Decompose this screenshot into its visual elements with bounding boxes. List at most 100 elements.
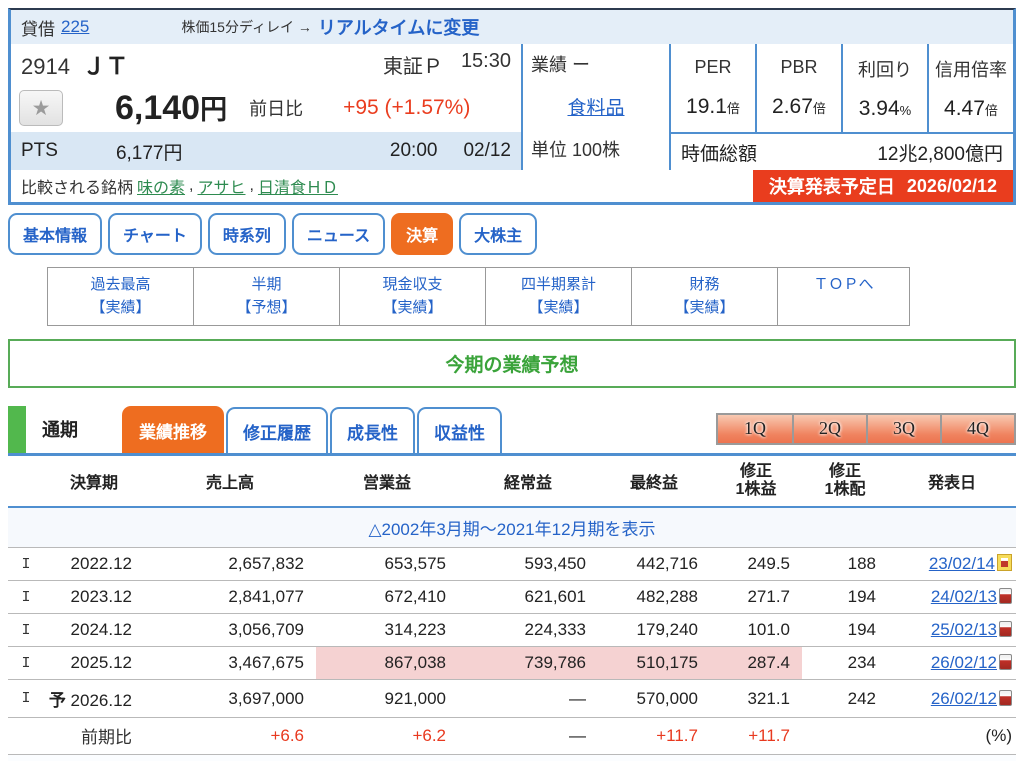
tab-performance-trend[interactable]: 業績推移: [122, 405, 224, 453]
dps-value: 242: [847, 688, 876, 708]
compare-link-1[interactable]: 味の素: [137, 180, 186, 197]
announce-date-link[interactable]: 26/02/12: [930, 688, 997, 708]
tab-revision-history[interactable]: 修正履歴: [226, 406, 328, 453]
market-and-time: 東証Ｐ 15:30: [383, 50, 511, 79]
eps-value: 287.4: [710, 646, 802, 680]
accounting-standard-marker: I: [21, 621, 31, 639]
sales-value: 3,467,675: [228, 653, 304, 673]
fiscal-period: 2024.12: [70, 620, 132, 640]
pdf-icon[interactable]: [999, 654, 1012, 671]
star-icon: ★: [31, 96, 51, 120]
tab-time-series[interactable]: 時系列: [207, 213, 286, 255]
header-period: 決算期: [69, 474, 118, 492]
show-older-range-row: △2002年3月期～2021年12月期を表示: [8, 507, 1016, 548]
announce-date-link[interactable]: 24/02/13: [930, 587, 997, 607]
yoy-eps: +11.7: [748, 725, 790, 745]
table-row: I 2024.12 3,056,709 314,223 224,333 179,…: [8, 613, 1016, 647]
new-document-icon[interactable]: [997, 554, 1012, 572]
table-header-row: 決算期 売上高 営業益 経常益 最終益 修正 1株益 修正 1株配 発表日: [8, 456, 1016, 508]
subnav-cash-flow[interactable]: 現金収支 【実績】: [382, 276, 443, 317]
stats-panel: PER 19.1倍 PBR 2.67倍 利回り 3.94% 信用倍率 4.47倍: [671, 44, 1013, 170]
favorite-star-button[interactable]: ★: [19, 90, 63, 126]
quarter-1q-button[interactable]: 1Q: [718, 415, 792, 443]
yoy-sales: +6.6: [270, 725, 304, 745]
operating-profit-value: 867,038: [316, 646, 458, 680]
pdf-icon[interactable]: [999, 621, 1012, 638]
subnav-past-high[interactable]: 過去最高 【実績】: [90, 276, 151, 317]
stock-name: ＪＴ: [82, 53, 129, 79]
margin-code-link[interactable]: 225: [61, 17, 90, 36]
eps-value: 321.1: [747, 688, 790, 708]
sales-value: 2,657,832: [228, 554, 304, 574]
quarter-2q-button[interactable]: 2Q: [792, 415, 866, 443]
pts-time: 20:00: [389, 140, 438, 161]
quarter-3q-button[interactable]: 3Q: [866, 415, 940, 443]
compare-label: 比較される銘柄: [21, 180, 134, 197]
accounting-standard-marker: I: [21, 654, 31, 672]
announce-date-link[interactable]: 23/02/14: [928, 554, 995, 574]
price-panel: 2914 ＪＴ 東証Ｐ 15:30 ★ 6,140円 前日比 +95 (+1.5…: [11, 44, 523, 170]
sector-link[interactable]: 食料品: [567, 98, 625, 119]
ordinary-profit-value: 739,786: [458, 646, 598, 680]
ordinary-profit-value: 621,601: [524, 587, 586, 607]
subnav-top-link[interactable]: ＴＯＰへ: [813, 276, 874, 293]
compare-link-3[interactable]: 日清食ＨＤ: [257, 180, 338, 197]
pdf-icon[interactable]: [999, 588, 1012, 605]
code-and-name: 2914 ＪＴ: [21, 47, 128, 81]
subnav-quarterly-cumulative[interactable]: 四半期累計 【実績】: [520, 276, 596, 317]
tab-news[interactable]: ニュース: [291, 213, 386, 255]
announce-date-link[interactable]: 25/02/13: [930, 620, 997, 640]
announce-date-link[interactable]: 26/02/12: [930, 653, 997, 673]
ordinary-profit-value: —: [569, 688, 586, 708]
pts-price: 6,177円: [115, 142, 183, 164]
tab-earnings[interactable]: 決算: [391, 213, 454, 255]
header-operating-profit: 営業益: [362, 474, 411, 492]
tab-profitability[interactable]: 収益性: [417, 406, 502, 453]
accounting-standard-marker: I: [21, 690, 31, 708]
header-announce-date: 発表日: [927, 474, 976, 492]
sales-value: 3,056,709: [228, 620, 304, 640]
compare-link-2[interactable]: アサヒ: [197, 180, 246, 197]
stock-code: 2914: [21, 54, 70, 79]
tab-basic-info[interactable]: 基本情報: [8, 213, 103, 255]
realtime-switch-link[interactable]: リアルタイムに変更: [317, 18, 480, 38]
net-profit-value: 570,000: [636, 688, 698, 708]
yoy-ratio-row: 前期比 +6.6 +6.2 — +11.7 +11.7 (%): [8, 717, 1016, 755]
show-older-range-row-bottom: ▽2002年3月期～2021年12月期を表示: [8, 754, 1016, 761]
earnings-status: 業績 ー: [531, 55, 591, 75]
pts-row: PTS 6,177円 20:00 02/12: [11, 132, 521, 170]
tab-chart[interactable]: チャート: [108, 213, 202, 255]
earnings-table: 決算期 売上高 営業益 経常益 最終益 修正 1株益 修正 1株配 発表日 △200…: [8, 456, 1016, 761]
quote-main: 2914 ＪＴ 東証Ｐ 15:30 ★ 6,140円 前日比 +95 (+1.5…: [11, 44, 1013, 170]
show-range-up-link[interactable]: △2002年3月期～2021年12月期を表示: [368, 520, 656, 540]
ordinary-profit-value: 224,333: [524, 620, 586, 640]
pdf-icon[interactable]: [999, 689, 1012, 706]
compare-stocks: 比較される銘柄 味の素, アサヒ, 日清食ＨＤ: [11, 170, 348, 202]
price-change: +95 (+1.57%): [343, 96, 471, 119]
pts-label: PTS: [21, 140, 58, 161]
accounting-standard-marker: I: [21, 555, 31, 573]
forecast-marker: 予: [48, 691, 71, 711]
stat-yield: 利回り 3.94%: [841, 44, 927, 132]
tab-major-shareholders[interactable]: 大株主: [459, 213, 538, 255]
quarter-4q-button[interactable]: 4Q: [940, 415, 1014, 443]
sales-value: 2,841,077: [228, 587, 304, 607]
current-price: 6,140円: [115, 89, 228, 127]
trading-unit: 単位 100株: [531, 140, 621, 160]
price-row: ★ 6,140円 前日比 +95 (+1.57%): [11, 84, 521, 132]
sector-panel: 業績 ー 食料品 単位 100株: [523, 44, 671, 170]
quote-box: 貸借 225 株価15分ディレイ → リアルタイムに変更 2914 ＪＴ 東証Ｐ…: [8, 8, 1016, 205]
quote-time: 15:30: [460, 49, 511, 72]
subnav-half-year[interactable]: 半期 【予想】: [236, 276, 297, 317]
table-row: I 2022.12 2,657,832 653,575 593,450 442,…: [8, 547, 1016, 581]
header-sales: 売上高: [205, 474, 254, 492]
header-eps: 修正 1株益: [735, 462, 777, 498]
fiscal-period: 予 2026.12: [48, 691, 132, 711]
tab-growth[interactable]: 成長性: [330, 406, 415, 453]
compare-row: 比較される銘柄 味の素, アサヒ, 日清食ＨＤ 決算発表予定日 2026/02/…: [11, 170, 1013, 202]
subnav-financials[interactable]: 財務 【実績】: [674, 276, 735, 317]
pts-date: 02/12: [463, 140, 511, 161]
earnings-announce-date: 2026/02/12: [906, 175, 997, 196]
net-profit-value: 482,288: [636, 587, 698, 607]
